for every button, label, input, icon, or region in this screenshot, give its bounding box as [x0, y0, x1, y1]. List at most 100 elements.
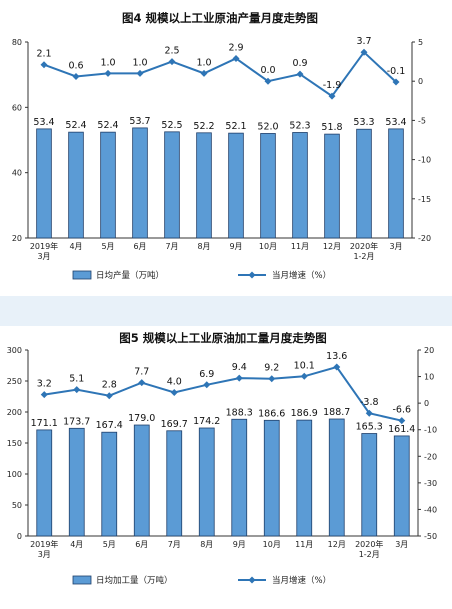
- legend-line-label: 当月增速（%）: [272, 575, 331, 586]
- bar: [198, 427, 215, 537]
- growth-marker: [170, 389, 178, 397]
- growth-marker: [365, 409, 373, 417]
- y-right-tick-label: -40: [424, 505, 437, 514]
- growth-value-label: -6.6: [392, 405, 411, 416]
- growth-line: [44, 365, 402, 422]
- bar-value-label: 188.7: [323, 407, 350, 418]
- x-tick-label: 12月: [328, 540, 346, 549]
- y-right-tick-label: -15: [418, 195, 431, 204]
- bar-value-label: 52.0: [257, 121, 278, 132]
- x-tick-label: 9月: [233, 540, 246, 549]
- growth-marker: [40, 61, 48, 69]
- bar: [166, 430, 183, 537]
- y-left-tick-label: 20: [12, 234, 22, 243]
- y-right-tick-label: -10: [424, 426, 437, 435]
- x-tick-label: 11月: [295, 540, 313, 549]
- growth-marker: [200, 69, 208, 77]
- growth-value-label: 1.0: [132, 57, 147, 68]
- growth-marker: [333, 363, 341, 371]
- bar-value-label: 167.4: [96, 420, 123, 431]
- chart-title: 图5 规模以上工业原油加工量月度走势图: [119, 331, 327, 345]
- bar-value-label: 53.4: [385, 117, 406, 128]
- x-tick-label: 10月: [263, 540, 281, 549]
- y-left-tick-label: 200: [7, 408, 22, 417]
- bar: [68, 427, 85, 537]
- growth-marker: [72, 72, 80, 80]
- growth-value-label: 13.6: [326, 351, 347, 362]
- bar-value-label: 53.3: [353, 117, 374, 128]
- growth-marker: [235, 374, 243, 382]
- bar-value-label: 174.2: [193, 416, 220, 427]
- growth-marker: [268, 375, 276, 383]
- bar: [296, 419, 313, 537]
- bar-value-label: 165.3: [356, 422, 383, 433]
- legend-bar-swatch: [72, 270, 92, 280]
- bar: [292, 132, 308, 239]
- chart-panel-crude-output: 图4 规模以上工业原油产量月度走势图 20 40 60 80 5 0 -5 -10 -15 -20 2…: [0, 0, 452, 296]
- y-right-tick-label: -10: [418, 156, 431, 165]
- y-right-tick-label: -5: [418, 116, 426, 125]
- legend-line-marker: [248, 271, 256, 279]
- x-tick-label: 7月: [165, 242, 178, 251]
- y-left-tick-label: 250: [7, 377, 22, 386]
- y-right-tick-label: -20: [418, 234, 431, 243]
- bar: [196, 132, 212, 239]
- bar: [260, 133, 276, 239]
- bar-value-label: 52.4: [97, 120, 118, 131]
- legend-line-label: 当月增速（%）: [272, 270, 331, 281]
- growth-value-label: 2.5: [164, 46, 179, 57]
- growth-value-label: 4.0: [167, 377, 182, 388]
- bar: [164, 131, 180, 239]
- growth-value-label: 3.7: [356, 36, 371, 47]
- y-left-tick-label: 50: [12, 501, 22, 510]
- y-left-tick-label: 0: [17, 532, 22, 541]
- x-tick-label: 2020年 1-2月: [355, 539, 383, 559]
- y-left-tick-label: 150: [7, 439, 22, 448]
- y-left-tick-label: 60: [12, 103, 22, 112]
- growth-marker: [203, 381, 211, 389]
- growth-value-label: 7.7: [134, 367, 149, 378]
- bar: [228, 132, 244, 239]
- growth-marker: [73, 386, 81, 394]
- growth-value-label: 0.0: [260, 65, 275, 76]
- x-tick-label: 9月: [229, 242, 242, 251]
- bar: [36, 429, 53, 537]
- legend-bar-label: 日均产量（万吨）: [96, 270, 164, 281]
- x-tick-label: 7月: [168, 540, 181, 549]
- growth-value-label: -1.9: [323, 80, 342, 91]
- growth-marker: [360, 48, 368, 56]
- bar-value-label: 52.3: [289, 120, 310, 131]
- bar-value-label: 52.4: [65, 120, 86, 131]
- growth-value-label: 1.0: [100, 57, 115, 68]
- x-tick-label: 3月: [389, 242, 402, 251]
- growth-value-label: 5.1: [69, 374, 84, 385]
- bar: [263, 419, 280, 537]
- growth-marker: [104, 69, 112, 77]
- y-left-tick-label: 300: [7, 346, 22, 355]
- growth-marker: [296, 70, 304, 78]
- bar-value-label: 188.3: [226, 407, 253, 418]
- growth-value-label: 0.9: [292, 58, 307, 69]
- bar: [68, 131, 84, 239]
- y-right-tick-label: 0: [418, 77, 423, 86]
- y-right-tick-label: 20: [424, 346, 434, 355]
- growth-value-label: -3.8: [360, 397, 379, 408]
- bar-value-label: 171.1: [31, 418, 58, 429]
- growth-value-label: 1.0: [196, 57, 211, 68]
- growth-value-label: 9.4: [232, 362, 247, 373]
- growth-marker: [136, 69, 144, 77]
- bar: [231, 418, 248, 537]
- bar-value-label: 161.4: [388, 424, 415, 435]
- bar-value-label: 53.4: [33, 117, 54, 128]
- bar: [388, 128, 404, 239]
- growth-marker: [398, 417, 406, 425]
- bar-value-label: 179.0: [128, 413, 155, 424]
- bar: [100, 131, 116, 239]
- growth-value-label: 6.9: [199, 369, 214, 380]
- legend-bar-label: 日均加工量（万吨）: [96, 575, 173, 586]
- growth-value-label: 3.2: [37, 379, 52, 390]
- bar: [36, 128, 52, 239]
- chart-panel-crude-processing: 图5 规模以上工业原油加工量月度走势图 0 50 100 150 200 250 300 20 1…: [0, 326, 452, 609]
- bar: [393, 435, 410, 537]
- growth-marker: [232, 54, 240, 62]
